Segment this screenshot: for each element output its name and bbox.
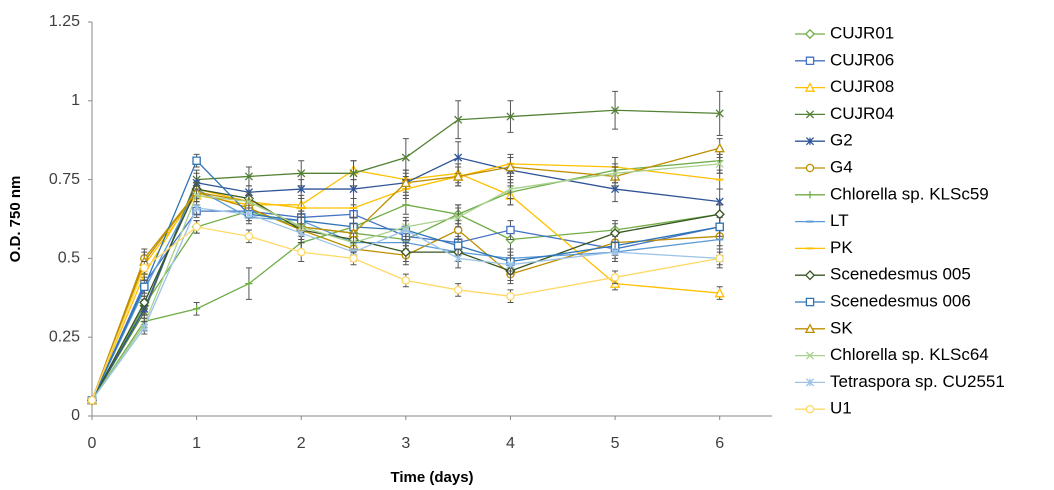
legend-marker	[806, 164, 813, 171]
legend-label: Scenedesmus 005	[830, 265, 971, 284]
marker	[716, 223, 723, 230]
legend-label: CUJR06	[830, 50, 894, 69]
legend-label: CUJR08	[830, 77, 894, 96]
marker	[193, 305, 200, 312]
marker	[716, 255, 723, 262]
marker	[455, 226, 462, 233]
x-tick-label: 6	[715, 435, 724, 452]
series	[88, 202, 723, 404]
y-tick-label: 0.5	[58, 250, 80, 267]
legend-label: CUJR04	[830, 104, 894, 123]
legend-label: SK	[830, 318, 853, 337]
marker	[193, 157, 200, 164]
y-tick-label: 0.75	[49, 171, 80, 188]
chart: O.D. 750 nm Time (days) 0 0.25 0.5 0.75 1 1.2…	[0, 0, 1054, 490]
legend-label: G4	[830, 157, 853, 176]
legend-marker	[806, 191, 813, 198]
marker	[455, 286, 462, 293]
x-axis-label: Time (days)	[390, 469, 473, 486]
legend-label: PK	[830, 238, 853, 257]
y-tick-label: 0.25	[49, 328, 80, 345]
legend-marker	[806, 30, 814, 38]
marker	[402, 277, 409, 284]
legend-marker	[806, 298, 813, 305]
marker	[88, 397, 95, 404]
x-tick-label: 1	[192, 435, 201, 452]
x-tick-label: 2	[297, 435, 306, 452]
x-tick-label: 0	[88, 435, 97, 452]
legend-marker	[806, 406, 813, 413]
y-tick-label: 1.25	[49, 13, 80, 30]
legend-label: Scenedesmus 006	[830, 291, 971, 310]
legend-label: LT	[830, 211, 849, 230]
legend-label: U1	[830, 399, 852, 418]
legend-label: Tetraspora sp. CU2551	[830, 372, 1005, 391]
marker	[141, 283, 148, 290]
legend-marker	[806, 271, 814, 279]
marker	[298, 248, 305, 255]
y-axis-label: O.D. 750 nm	[7, 176, 24, 263]
legend-marker	[806, 57, 813, 64]
marker	[611, 274, 618, 281]
x-tick-label: 5	[611, 435, 620, 452]
marker	[350, 255, 357, 262]
marker	[402, 201, 409, 208]
marker	[507, 293, 514, 300]
legend-label: CUJR01	[830, 23, 894, 42]
marker	[455, 242, 462, 249]
y-tick-label: 1	[71, 92, 80, 109]
legend-label: Chlorella sp. KLSc59	[830, 184, 989, 203]
marker	[507, 226, 514, 233]
series	[88, 139, 724, 404]
legend-label: Chlorella sp. KLSc64	[830, 345, 989, 364]
x-tick-label: 3	[401, 435, 410, 452]
marker	[245, 233, 252, 240]
marker	[193, 223, 200, 230]
legend-label: G2	[830, 131, 853, 150]
x-tick-label: 4	[506, 435, 515, 452]
marker	[141, 264, 148, 271]
y-tick-label: 0	[71, 407, 80, 424]
